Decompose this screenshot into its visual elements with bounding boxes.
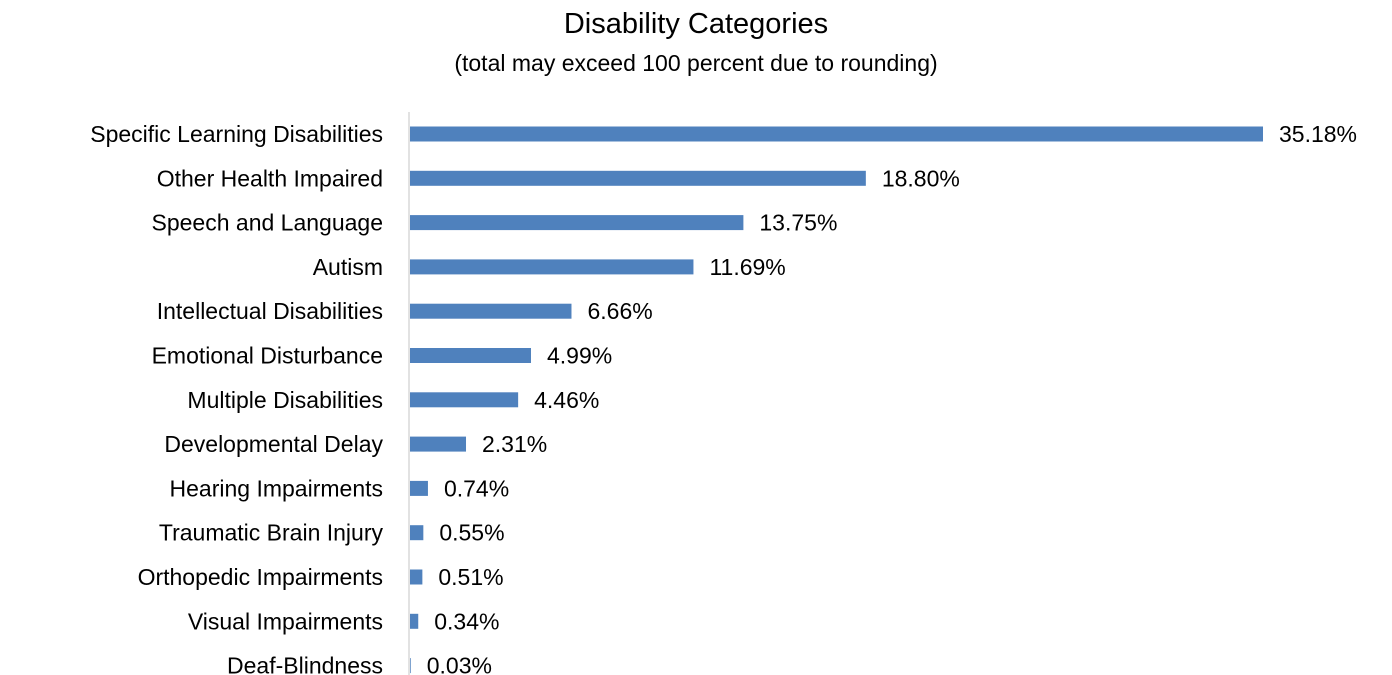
bar [410,348,531,363]
value-label: 4.99% [547,343,612,369]
bar [410,613,419,629]
value-label: 0.51% [438,564,503,590]
value-label: 2.31% [482,431,547,457]
chart-title: Disability Categories [563,8,829,40]
category-label: Other Health Impaired [157,165,383,191]
chart-subtitle: (total may exceed 100 percent due to rou… [454,50,938,76]
value-label: 13.75% [759,210,837,236]
category-label: Developmental Delay [164,431,383,457]
bar [410,126,1263,142]
category-label: Speech and Language [152,210,384,236]
value-label: 0.55% [439,520,504,546]
bars-group [410,126,1263,674]
bar [410,170,866,186]
value-label: 0.74% [444,475,509,501]
category-label: Deaf-Blindness [227,653,383,675]
bar [410,392,519,408]
category-label: Specific Learning Disabilities [90,121,383,147]
value-label: 6.66% [587,298,652,324]
category-label: Traumatic Brain Injury [159,520,384,546]
bar [410,525,424,541]
bar [410,480,428,496]
bar [410,303,572,319]
category-label: Emotional Disturbance [152,343,383,369]
bar [410,569,423,585]
value-label: 0.03% [427,653,492,675]
bar [410,215,744,231]
value-label: 18.80% [882,165,960,191]
value-label: 35.18% [1279,121,1357,147]
category-label: Autism [313,254,383,280]
value-labels-group: 35.18% 18.80% 13.75% 11.69% 6.66% 4.99% 4.46% 2… [427,121,1357,675]
category-label: Visual Impairments [188,608,383,634]
bar [410,259,694,275]
bar [410,658,411,674]
value-label: 4.46% [534,387,599,413]
category-label: Hearing Impairments [170,475,383,501]
value-label: 11.69% [709,254,785,280]
category-label: Multiple Disabilities [187,387,383,413]
bar [410,436,467,452]
category-label: Orthopedic Impairments [138,564,383,590]
category-labels-group: Specific Learning Disabilities Other Heal… [90,121,383,675]
value-label: 0.34% [434,608,499,634]
category-label: Intellectual Disabilities [157,298,383,324]
